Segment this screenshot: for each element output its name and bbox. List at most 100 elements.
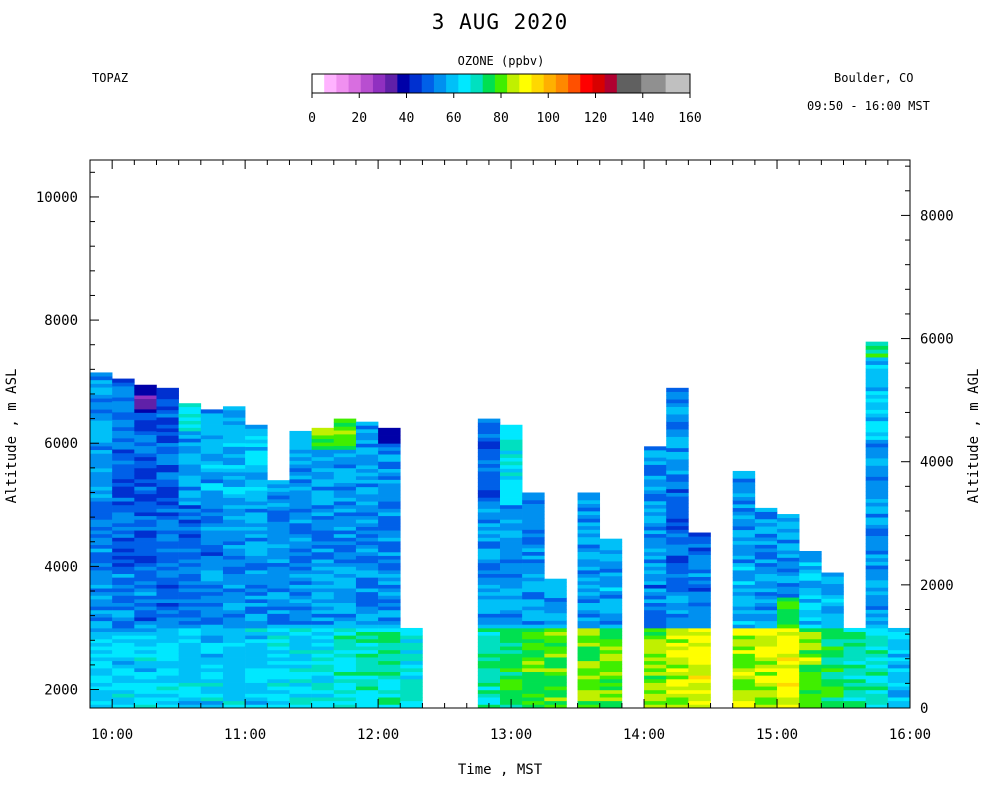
ozone-cell	[267, 480, 290, 485]
ozone-cell	[777, 535, 800, 540]
ozone-cell	[477, 456, 501, 461]
ozone-cell	[222, 504, 246, 509]
ozone-cell	[112, 627, 135, 632]
ozone-cell	[577, 503, 601, 508]
ozone-cell	[821, 616, 844, 621]
ozone-cell	[500, 457, 523, 462]
ozone-cell	[500, 627, 523, 632]
ozone-cell	[821, 624, 844, 629]
ozone-cell	[522, 609, 545, 614]
ozone-cell	[522, 704, 545, 709]
ozone-cell	[333, 573, 357, 578]
ozone-cell	[577, 693, 601, 698]
ozone-cell	[577, 638, 601, 643]
ozone-cell	[333, 482, 357, 487]
ozone-cell	[311, 453, 335, 458]
ozone-cell	[821, 635, 844, 640]
ozone-cell	[477, 429, 501, 434]
ozone-cell	[156, 660, 179, 665]
ozone-cell	[90, 405, 113, 410]
ozone-cell	[754, 613, 778, 618]
ozone-cell	[311, 671, 335, 676]
ozone-cell	[222, 420, 246, 425]
ozone-cell	[378, 653, 401, 658]
ozone-profile	[289, 430, 312, 709]
ozone-cell	[400, 635, 423, 640]
ozone-cell	[178, 653, 202, 658]
ozone-cell	[112, 660, 135, 665]
ozone-cell	[522, 664, 545, 669]
ozone-cell	[732, 492, 756, 498]
ozone-cell	[245, 664, 268, 669]
ozone-cell	[200, 595, 224, 600]
ozone-cell	[821, 587, 844, 592]
ozone-cell	[200, 602, 224, 607]
ozone-cell	[865, 506, 889, 511]
ozone-cell	[688, 616, 711, 622]
ozone-cell	[267, 566, 290, 571]
ozone-cell	[477, 482, 501, 487]
ozone-cell	[577, 675, 601, 680]
ozone-cell	[666, 620, 689, 625]
ozone-cell	[178, 434, 202, 439]
ozone-cell	[245, 667, 268, 673]
ozone-cell	[754, 511, 778, 516]
ozone-cell	[311, 526, 335, 531]
ozone-cell	[577, 642, 601, 647]
ozone-cell	[378, 548, 401, 553]
ozone-cell	[156, 551, 179, 556]
ozone-cell	[522, 525, 545, 530]
ozone-cell	[821, 627, 844, 632]
ozone-cell	[688, 682, 711, 687]
ozone-cell	[333, 613, 357, 618]
ozone-cell	[477, 478, 501, 483]
ozone-cell	[267, 502, 290, 507]
ozone-cell	[311, 627, 335, 632]
ozone-cell	[178, 577, 202, 582]
ozone-cell	[222, 522, 246, 527]
ozone-cell	[378, 526, 401, 531]
ozone-cell	[178, 606, 202, 611]
ozone-cell	[688, 602, 711, 607]
ozone-cell	[289, 555, 312, 560]
ozone-cell	[644, 526, 667, 531]
ozone-cell	[222, 646, 246, 651]
ozone-profile	[267, 480, 290, 709]
ozone-cell	[311, 537, 335, 542]
ozone-cell	[178, 508, 202, 513]
ozone-cell	[477, 617, 501, 622]
ozone-cell	[90, 457, 113, 462]
ozone-cell	[289, 646, 312, 651]
ozone-cell	[156, 398, 179, 403]
ozone-cell	[222, 508, 246, 513]
ozone-cell	[477, 598, 501, 604]
ozone-cell	[477, 437, 501, 442]
ozone-cell	[821, 697, 844, 702]
ozone-cell	[577, 566, 601, 571]
ozone-cell	[222, 501, 246, 506]
ozone-cell	[200, 526, 224, 531]
ozone-cell	[245, 428, 268, 433]
ozone-profile	[732, 470, 756, 709]
ozone-cell	[754, 606, 778, 611]
ozone-cell	[378, 689, 401, 694]
ozone-cell	[500, 660, 523, 665]
ozone-cell	[156, 559, 179, 564]
ozone-cell	[245, 504, 268, 509]
ozone-cell	[112, 452, 135, 457]
ozone-cell	[644, 693, 667, 698]
colorbar-swatch	[409, 74, 423, 93]
ozone-cell	[112, 591, 135, 596]
ozone-cell	[777, 704, 800, 709]
ozone-cell	[522, 499, 545, 504]
ozone-cell	[134, 700, 157, 705]
ozone-cell	[732, 624, 756, 629]
ozone-cell	[90, 526, 113, 531]
ozone-cell	[134, 537, 157, 542]
ozone-cell	[666, 598, 689, 604]
ozone-cell	[577, 591, 601, 596]
ozone-cell	[732, 689, 756, 694]
ozone-cell	[644, 678, 667, 683]
ozone-cell	[245, 566, 268, 571]
ozone-cell	[577, 657, 601, 662]
